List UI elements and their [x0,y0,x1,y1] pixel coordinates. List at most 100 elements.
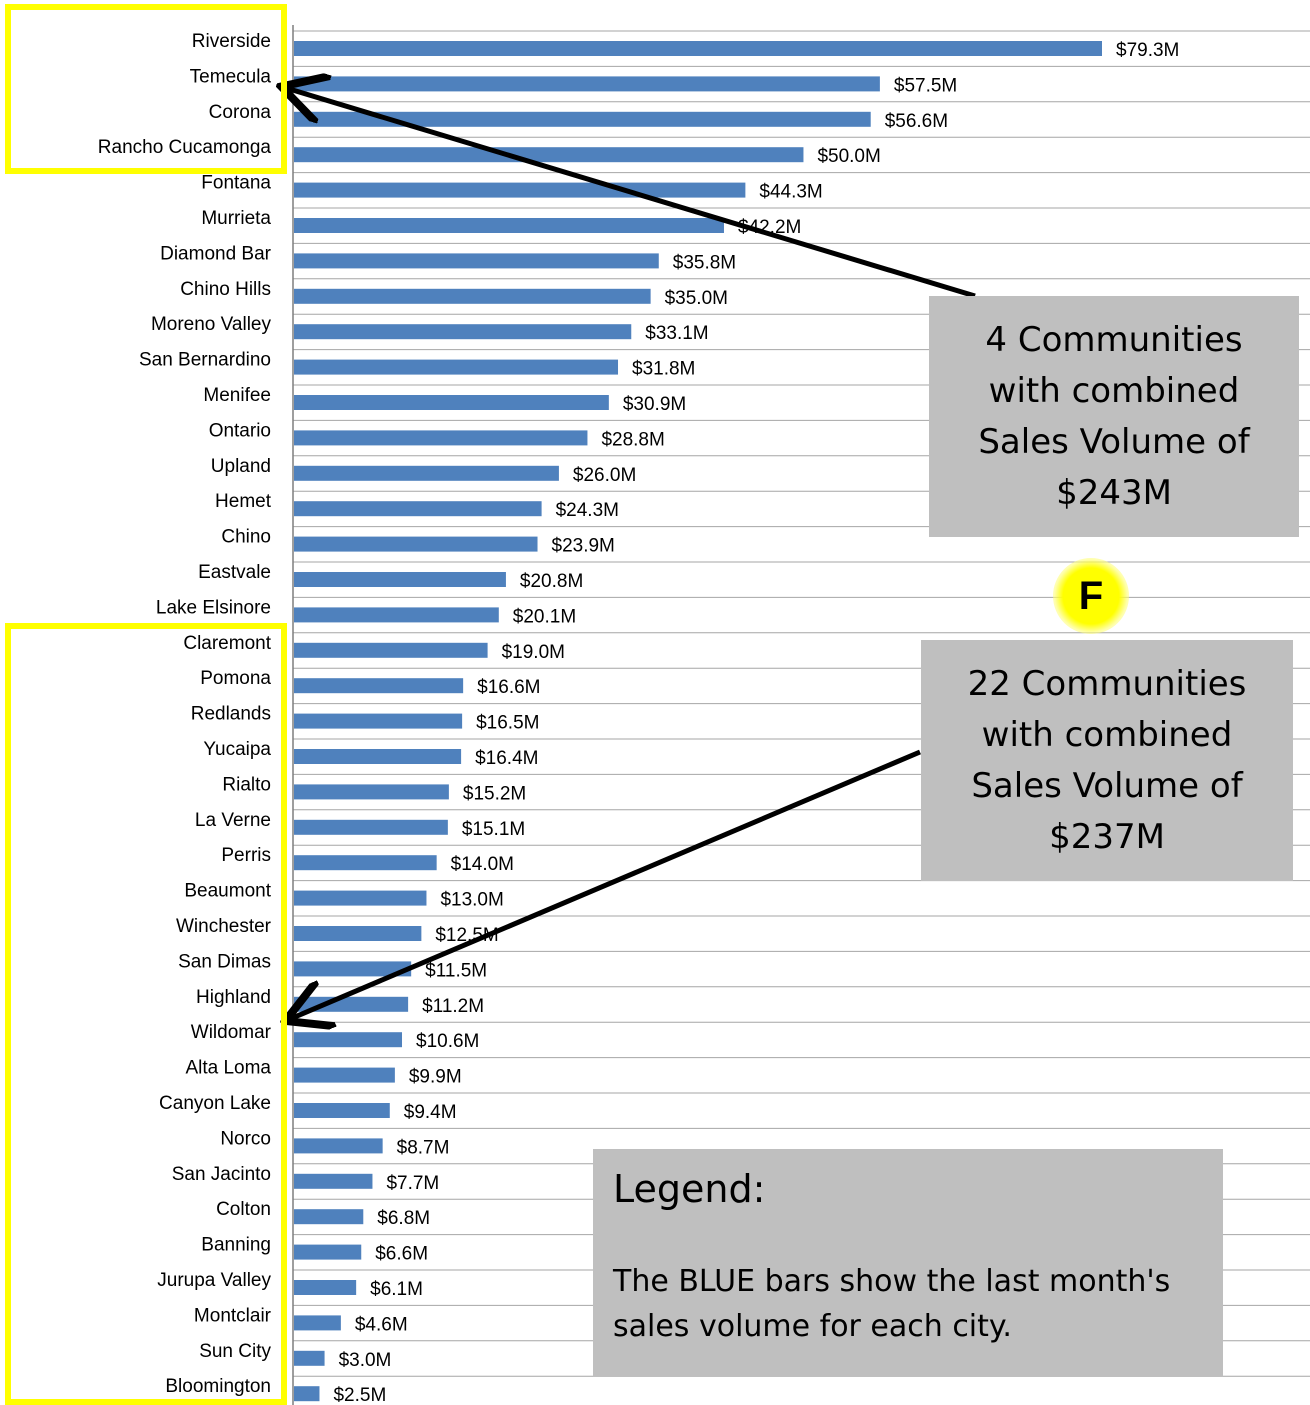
value-label: $20.1M [513,606,576,627]
bar [294,819,448,835]
bar [294,961,412,977]
value-label: $10.6M [416,1031,479,1052]
badge-label: F [1078,573,1104,618]
top-callout-line: with combined [988,370,1240,411]
value-label: $7.7M [386,1173,439,1194]
category-label: Beaumont [184,881,271,902]
callout-arrows [286,88,976,1019]
value-label: $30.9M [623,394,686,415]
bottom-callout-line: with combined [981,714,1233,755]
bar [294,1386,320,1402]
category-label: Chino Hills [180,279,271,300]
category-label: Perris [221,845,271,866]
bar [294,430,588,446]
value-label: $42.2M [738,217,801,238]
value-label: $16.5M [476,713,539,734]
value-label: $13.0M [440,890,503,911]
category-label: San Bernardino [139,350,271,371]
category-label: Murrieta [201,208,271,229]
value-label: $11.2M [422,996,484,1017]
category-label: Lake Elsinore [156,597,271,618]
bar [294,501,542,517]
bar [294,111,871,127]
value-label: $23.9M [552,536,615,557]
bar [294,536,538,552]
category-label: Jurupa Valley [157,1270,271,1291]
category-label: San Dimas [178,951,271,972]
category-label: Montclair [194,1305,272,1326]
bar [294,855,437,871]
category-label: Corona [209,102,272,123]
category-label: Alta Loma [185,1058,271,1079]
bottom-callout-line: 22 Communities [967,663,1247,704]
value-label: $15.1M [462,819,525,840]
category-label: Rialto [222,774,271,795]
value-label: $24.3M [556,500,619,521]
category-label: Winchester [176,916,272,937]
category-label: San Jacinto [172,1164,271,1185]
bar [294,288,651,304]
bar [294,1032,403,1048]
top-callout-arrow [286,88,976,299]
value-label: $6.8M [377,1208,430,1229]
category-label: Upland [211,456,271,477]
category-label: Chino [221,527,271,548]
value-label: $6.6M [375,1244,428,1265]
bar [294,253,659,269]
category-label: Menifee [203,385,271,406]
top-callout-line: 4 Communities [985,319,1243,360]
bar [294,1067,395,1083]
bar [294,465,559,481]
value-label: $19.0M [502,642,565,663]
category-label: Sun City [199,1341,271,1362]
bar [294,1138,383,1154]
category-label: Eastvale [198,562,271,583]
bar [294,1244,362,1260]
category-label: Temecula [190,66,272,87]
badge-icon: F [1053,558,1129,634]
value-label: $20.8M [520,571,583,592]
bar [294,926,422,941]
bar [294,1280,357,1295]
value-label: $35.8M [673,252,736,273]
bottom-callout: 22 Communities with combined Sales Volum… [921,640,1293,881]
value-label: $14.0M [451,854,514,875]
category-label: Ontario [209,420,271,441]
bar [294,749,462,764]
bar [294,147,804,163]
value-label: $12.5M [435,925,498,946]
category-label: Fontana [201,173,271,194]
value-label: $6.1M [370,1279,423,1300]
bar [294,359,619,375]
bar [294,76,880,92]
category-label: La Verne [195,810,271,831]
category-label: Hemet [215,491,272,512]
category-label: Banning [201,1235,271,1256]
bar [294,713,463,729]
top-callout-line: Sales Volume of [978,421,1250,462]
bar [294,182,746,198]
bar [294,395,609,410]
bar [294,324,632,340]
value-label: $16.6M [477,677,540,698]
bar [294,607,499,623]
category-label: Canyon Lake [159,1093,271,1114]
bar [294,572,506,587]
value-label: $33.1M [645,323,708,344]
value-label: $31.8M [632,359,695,380]
category-label: Redlands [191,704,271,725]
value-label: $56.6M [885,111,948,132]
bottom-callout-line: $237M [1049,816,1165,857]
category-label: Colton [216,1199,271,1220]
category-label: Wildomar [191,1022,272,1043]
bar [294,642,488,658]
bottom-callout-line: Sales Volume of [971,765,1243,806]
value-label: $15.2M [463,783,526,804]
legend-box: Legend: The BLUE bars show the last mont… [593,1149,1223,1377]
value-label: $9.4M [404,1102,457,1123]
bar [294,784,449,800]
bars [294,41,1102,1402]
bar [294,1350,325,1366]
bar [294,1315,341,1331]
